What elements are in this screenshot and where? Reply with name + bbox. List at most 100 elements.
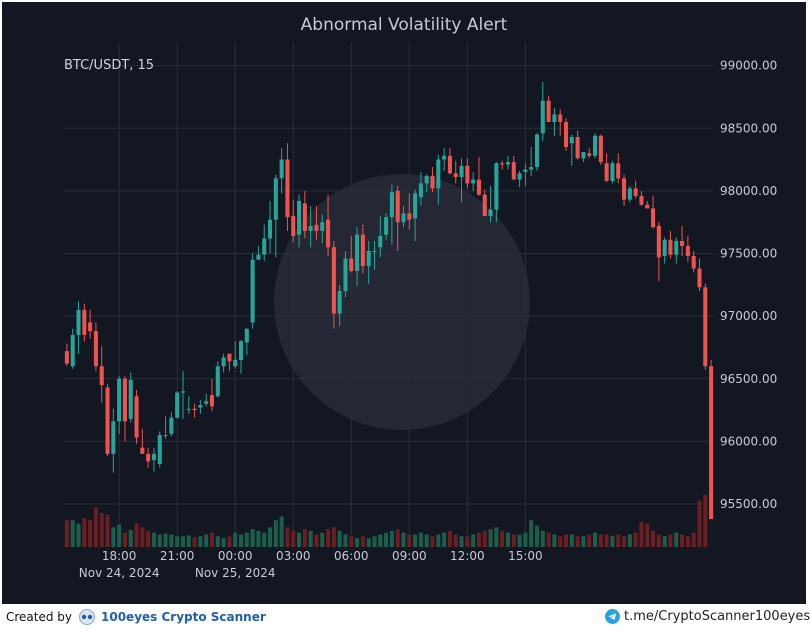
candle-body bbox=[117, 378, 122, 422]
volume-bar bbox=[685, 536, 690, 547]
volume-bar bbox=[192, 537, 197, 547]
volume-bar bbox=[505, 532, 511, 547]
candle-body bbox=[384, 217, 389, 235]
candle-body bbox=[314, 224, 319, 231]
candle-body bbox=[552, 114, 557, 122]
candle-body bbox=[418, 183, 423, 198]
candle-body bbox=[546, 100, 551, 122]
candle-body bbox=[517, 173, 522, 180]
candle-body bbox=[285, 159, 290, 218]
brand-link[interactable]: 100eyes Crypto Scanner bbox=[101, 610, 266, 624]
candle-body bbox=[447, 155, 452, 174]
volume-bar bbox=[262, 532, 267, 547]
volume-bar bbox=[285, 527, 290, 547]
volume-bar bbox=[656, 534, 661, 547]
volume-bar bbox=[378, 534, 383, 547]
volume-bar bbox=[355, 538, 360, 547]
x-tick-label: 18:00 bbox=[102, 549, 137, 563]
y-tick-label: 97000.00 bbox=[720, 309, 777, 323]
candle-body bbox=[250, 259, 255, 323]
candle-body bbox=[494, 163, 499, 210]
candle-body bbox=[685, 245, 690, 257]
y-tick-label: 98000.00 bbox=[720, 184, 777, 198]
volume-bar bbox=[297, 532, 302, 547]
volume-bar bbox=[436, 534, 441, 547]
candle-body bbox=[633, 188, 638, 196]
candle-body bbox=[279, 159, 284, 179]
eyes-logo-icon bbox=[79, 609, 95, 625]
candle-body bbox=[645, 204, 650, 209]
volume-bar bbox=[668, 534, 673, 547]
candle-body bbox=[616, 163, 621, 179]
candle-body bbox=[505, 162, 511, 165]
volume-bar bbox=[534, 525, 540, 547]
volume-bar bbox=[326, 529, 331, 547]
volume-bar bbox=[430, 536, 435, 547]
candle-body bbox=[622, 178, 627, 200]
x-tick-label: 03:00 bbox=[276, 549, 311, 563]
candle-body bbox=[204, 401, 209, 404]
candle-body bbox=[697, 268, 702, 288]
volume-bar bbox=[407, 534, 412, 547]
candle-body bbox=[709, 366, 714, 520]
volume-bar bbox=[372, 536, 377, 547]
y-tick-label: 96000.00 bbox=[720, 434, 777, 448]
candle-body bbox=[337, 291, 342, 314]
volume-bar bbox=[546, 532, 551, 547]
chart-panel: 95500.00 96000.00 96500.00 97000.00 97500.00… bbox=[2, 2, 806, 604]
candle-body bbox=[134, 396, 139, 438]
volume-bar bbox=[238, 534, 244, 547]
volume-bar bbox=[279, 516, 284, 547]
volume-bar bbox=[511, 534, 516, 547]
volume-bar bbox=[442, 532, 447, 547]
volume-bar bbox=[267, 527, 273, 547]
y-tick-label: 96500.00 bbox=[720, 372, 777, 386]
candle-body bbox=[355, 234, 360, 272]
candle-body bbox=[76, 309, 81, 335]
y-tick-label: 99000.00 bbox=[720, 59, 777, 73]
candle-body bbox=[297, 200, 302, 235]
candle-body bbox=[343, 258, 348, 292]
volume-bar bbox=[198, 536, 203, 547]
candle-body bbox=[227, 353, 232, 362]
candle-body bbox=[331, 247, 336, 314]
candle-body bbox=[459, 165, 464, 178]
volume-bar bbox=[186, 535, 191, 547]
candle-body bbox=[430, 175, 435, 189]
candle-body bbox=[592, 135, 598, 156]
candle-body bbox=[233, 359, 238, 367]
candle-body bbox=[163, 435, 168, 437]
volume-bar bbox=[180, 536, 186, 547]
volume-bar bbox=[453, 534, 458, 547]
volume-bar bbox=[302, 529, 307, 547]
volume-bar bbox=[227, 536, 232, 547]
candle-body bbox=[308, 225, 313, 231]
candle-body bbox=[291, 215, 296, 236]
volume-bar bbox=[598, 534, 603, 547]
volume-bar bbox=[314, 534, 319, 547]
candle-body bbox=[476, 179, 481, 195]
candle-body bbox=[111, 421, 116, 454]
volume-bar bbox=[273, 520, 278, 547]
volume-bar bbox=[552, 534, 557, 547]
volume-bar bbox=[70, 520, 75, 547]
telegram-link[interactable]: t.me/CryptoScanner100eyes bbox=[624, 609, 810, 624]
volume-bar bbox=[93, 507, 98, 547]
candle-body bbox=[575, 137, 580, 159]
volume-bar bbox=[244, 532, 249, 547]
candle-body bbox=[453, 173, 458, 178]
volume-bar bbox=[424, 534, 429, 547]
x-tick-label: 12:00 bbox=[450, 549, 485, 563]
candle-body bbox=[674, 240, 679, 255]
candle-body bbox=[500, 163, 505, 165]
candle-body bbox=[482, 194, 487, 216]
volume-bar bbox=[587, 534, 592, 547]
candle-body bbox=[198, 405, 203, 408]
price-chart: 95500.00 96000.00 96500.00 97000.00 97500.00… bbox=[64, 42, 777, 580]
candle-body bbox=[349, 258, 354, 272]
volume-bar bbox=[500, 530, 505, 547]
candle-body bbox=[471, 179, 476, 184]
candle-body bbox=[273, 178, 278, 220]
candle-body bbox=[413, 193, 418, 219]
volume-bar bbox=[558, 536, 563, 547]
